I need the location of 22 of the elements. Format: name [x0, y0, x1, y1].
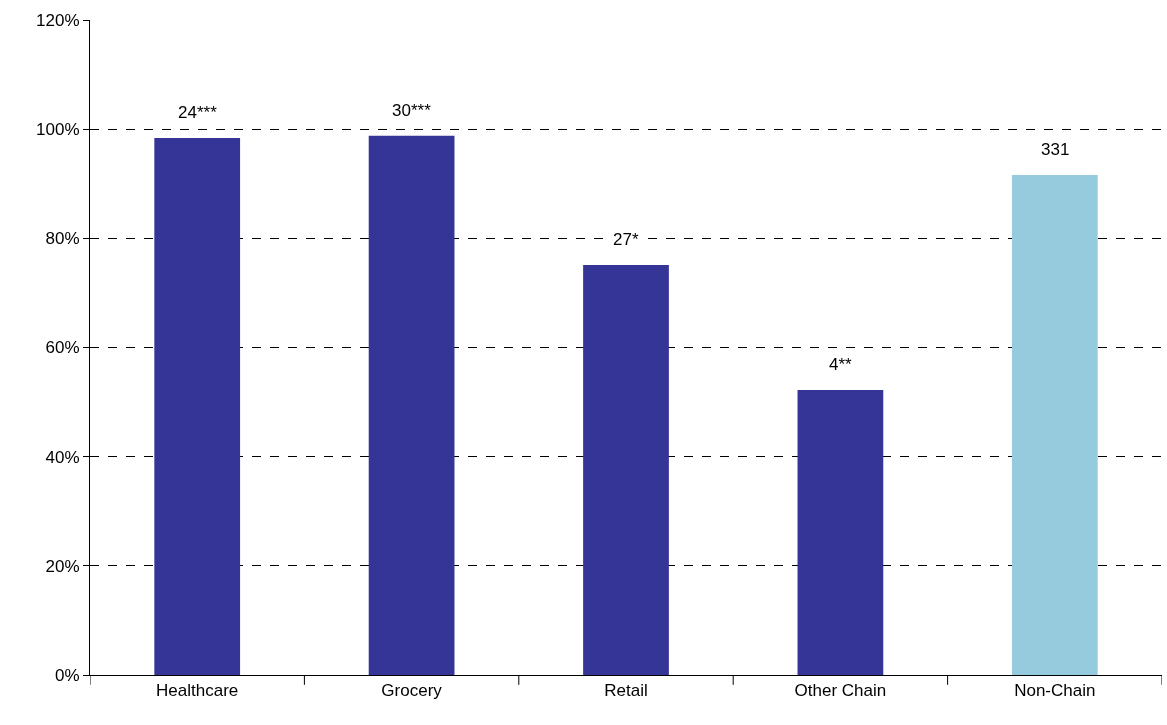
x-tick-label: Non-Chain	[1014, 681, 1096, 701]
y-tick-label: 40%	[45, 447, 80, 467]
bar	[1011, 175, 1098, 675]
annotation: 27*	[613, 230, 639, 249]
bar	[368, 135, 455, 675]
bar	[583, 265, 669, 675]
annotation: 4**	[829, 355, 853, 374]
annotation: 30***	[392, 101, 432, 120]
y-tick-label: 80%	[45, 229, 80, 249]
x-tick-label: Other Chain	[794, 681, 887, 701]
y-tick-label: 120%	[36, 10, 80, 30]
y-tick-label: 60%	[45, 338, 80, 358]
y-tick-label: 0%	[55, 665, 80, 685]
x-tick-label: Grocery	[381, 681, 443, 701]
bar	[797, 390, 884, 675]
annotation: 24***	[178, 103, 218, 122]
y-tick-label: 20%	[45, 556, 80, 576]
annotation: 331	[1041, 140, 1070, 159]
y-tick-label: 100%	[36, 120, 80, 140]
x-tick-label: Retail	[604, 681, 648, 701]
x-tick-label: Healthcare	[156, 681, 239, 701]
bar	[154, 137, 241, 675]
